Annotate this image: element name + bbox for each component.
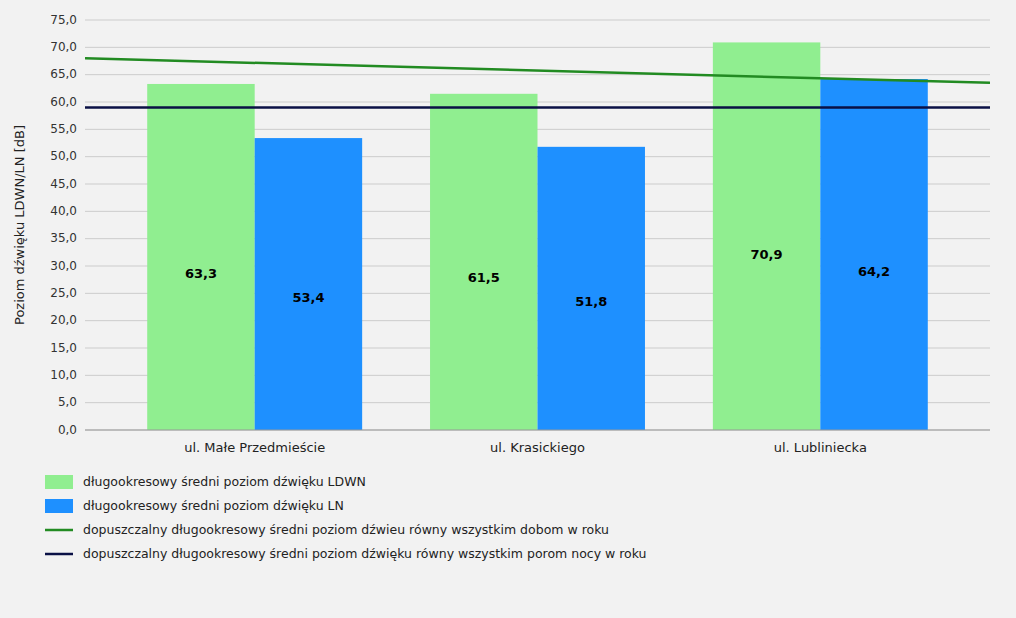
legend-label: dopuszczalny długookresowy średni poziom…	[83, 522, 609, 537]
grid-line	[85, 47, 990, 48]
data-label: 64,2	[858, 264, 890, 279]
grid	[85, 20, 990, 430]
x-tick-label: ul. Lubliniecka	[774, 440, 867, 455]
background	[0, 0, 1016, 618]
y-tick-label: 60,0	[50, 95, 77, 109]
y-tick-label: 20,0	[50, 313, 77, 327]
bar	[820, 79, 927, 430]
legend-label: długookresowy średni poziom dźwięku LDWN	[83, 474, 366, 489]
legend-swatch	[45, 529, 73, 532]
marks	[85, 42, 990, 430]
bar	[538, 147, 645, 430]
grid-line	[85, 430, 990, 431]
x-tick-label: ul. Krasickiego	[490, 440, 585, 455]
bar	[255, 138, 362, 430]
y-tick-label: 45,0	[50, 177, 77, 191]
data-labels: 63,3 61,5 70,9 53,4 51,8 64,2	[185, 247, 890, 309]
legend-swatch	[45, 475, 73, 489]
y-tick-label: 10,0	[50, 368, 77, 382]
grid-line	[85, 20, 990, 21]
data-label: 63,3	[185, 266, 217, 281]
y-tick-label: 0,0	[58, 423, 77, 437]
y-tick-label: 5,0	[58, 395, 77, 409]
y-tick-label: 65,0	[50, 67, 77, 81]
legend-swatch	[45, 499, 73, 513]
y-tick-label: 70,0	[50, 40, 77, 54]
y-tick-label: 40,0	[50, 204, 77, 218]
x-tick-label: ul. Małe Przedmieście	[184, 440, 325, 455]
bar	[713, 42, 820, 430]
chart: 0,0 5,0 10,0 15,0 20,0 25,0 30,0 35,0 40,0 45,0 50…	[0, 0, 1016, 618]
bar	[147, 84, 254, 430]
reference-line	[85, 58, 990, 83]
x-axis-line	[85, 430, 990, 431]
grid-line	[85, 74, 990, 75]
legend-swatch	[45, 553, 73, 556]
y-tick-label: 15,0	[50, 341, 77, 355]
y-tick-label: 35,0	[50, 231, 77, 245]
y-axis-label: Poziom dźwięku LDWN/LN [dB]	[12, 125, 27, 325]
legend: długookresowy średni poziom dźwięku LDWN…	[45, 474, 647, 561]
legend-label: dopuszczalny długookresowy średni poziom…	[83, 546, 647, 561]
y-tick-label: 30,0	[50, 259, 77, 273]
data-label: 53,4	[292, 290, 324, 305]
data-label: 61,5	[468, 270, 500, 285]
y-tick-label: 55,0	[50, 122, 77, 136]
legend-label: długookresowy średni poziom dźwięku LN	[83, 498, 344, 513]
bar	[430, 94, 537, 430]
y-tick-label: 75,0	[50, 13, 77, 27]
y-tick-label: 50,0	[50, 149, 77, 163]
y-tick-label: 25,0	[50, 286, 77, 300]
reference-line	[85, 106, 990, 109]
data-label: 51,8	[575, 294, 607, 309]
data-label: 70,9	[751, 247, 783, 262]
